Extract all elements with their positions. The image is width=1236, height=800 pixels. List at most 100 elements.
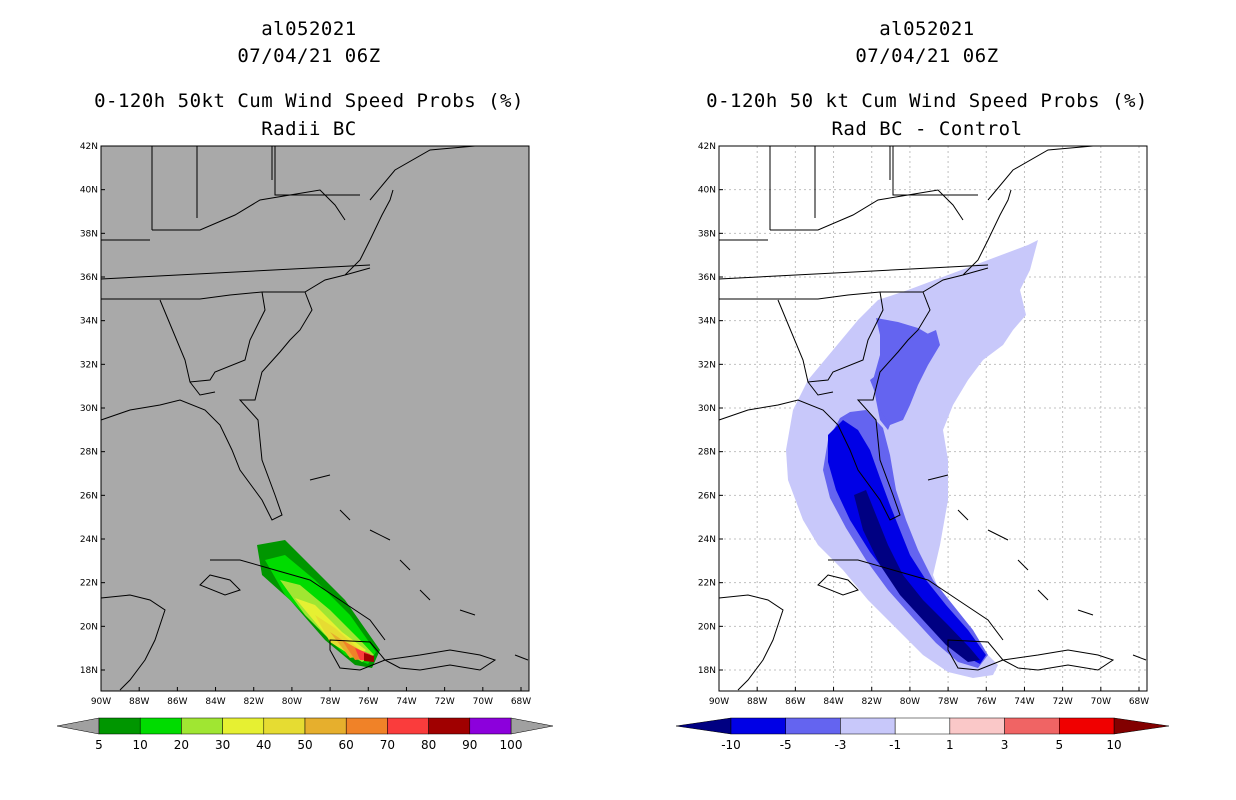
lon-label: 86W: [167, 697, 187, 707]
right-map: 42N 40N 38N 36N 34N 32N 30N 28N 26N 24N 22N 20N 18N 9…: [675, 142, 1170, 752]
lat-label: 36N: [698, 273, 716, 283]
colorbar-swatch: [345, 717, 388, 735]
lat-label: 20N: [698, 622, 716, 632]
colorbar-label: 3: [1001, 738, 1009, 752]
lon-label: 84W: [205, 697, 225, 707]
colorbar-label: 40: [256, 738, 271, 752]
lon-label: 74W: [1014, 697, 1034, 707]
colorbar-swatch: [469, 717, 512, 735]
colorbar-label: -3: [834, 738, 846, 752]
colorbar-label: 70: [380, 738, 395, 752]
lon-label: 68W: [511, 697, 531, 707]
lon-label: 80W: [282, 697, 302, 707]
lat-label: 24N: [698, 535, 716, 545]
colorbar-label: 60: [339, 738, 354, 752]
colorbar-swatch: [1004, 717, 1060, 735]
gridlines: [719, 146, 1147, 691]
lat-label: 26N: [698, 491, 716, 501]
lat-label: 40N: [698, 186, 716, 196]
lat-label: 22N: [80, 579, 98, 589]
colorbar-high-arrow: [1113, 717, 1170, 735]
colorbar-swatch: [181, 717, 223, 735]
lat-label: 38N: [698, 229, 716, 239]
lon-label: 86W: [785, 697, 805, 707]
lat-label: 42N: [80, 142, 98, 152]
datetime: 07/04/21 06Z: [855, 45, 999, 67]
right-panel: al052021 07/04/21 06Z 0-120h 50 kt Cum W…: [618, 0, 1236, 800]
map-frame: [718, 145, 1148, 692]
colorbar-swatch: [1059, 717, 1115, 735]
geographic-outlines: [100, 145, 529, 691]
lon-label: 68W: [1129, 697, 1149, 707]
lat-label: 22N: [698, 579, 716, 589]
lat-label: 30N: [80, 404, 98, 414]
lat-label: 42N: [698, 142, 716, 152]
colorbar-label: 100: [500, 738, 523, 752]
lat-label: 38N: [80, 229, 98, 239]
lat-label: 20N: [80, 622, 98, 632]
map-frame: [100, 145, 530, 692]
colorbar-label: 30: [215, 738, 230, 752]
datetime: 07/04/21 06Z: [237, 45, 381, 67]
lon-label: 70W: [1091, 697, 1111, 707]
lon-label: 90W: [709, 697, 729, 707]
plot-subtitle: Rad BC - Control: [831, 118, 1023, 140]
lat-label: 28N: [80, 448, 98, 458]
lat-label: 26N: [80, 491, 98, 501]
lat-label: 36N: [80, 273, 98, 283]
lon-label: 76W: [358, 697, 378, 707]
axis-labels: 42N 40N 38N 36N 34N 32N 30N 28N 26N 24N 22N 20N 18N 9…: [698, 142, 1149, 707]
colorbar-label: 50: [297, 738, 312, 752]
lon-label: 88W: [129, 697, 149, 707]
geographic-outlines: [718, 145, 1147, 691]
colorbar-swatch: [387, 717, 429, 735]
lon-label: 88W: [747, 697, 767, 707]
colorbar: 5 10 20 30 40 50 60 70 80 90 100: [56, 717, 554, 752]
colorbar-label: 10: [133, 738, 148, 752]
colorbar: -10 -5 -3 -1 1 3 5 10: [675, 717, 1170, 752]
lat-label: 24N: [80, 535, 98, 545]
colorbar-label: -1: [889, 738, 901, 752]
lon-label: 82W: [862, 697, 882, 707]
left-map: 42N 40N 38N 36N 34N 32N 30N 28N 26N 24N 22N 20N 18N 9…: [56, 142, 554, 752]
lon-label: 78W: [320, 697, 340, 707]
colorbar-label: 1: [946, 738, 954, 752]
left-panel: al052021 07/04/21 06Z 0-120h 50kt Cum Wi…: [56, 18, 554, 752]
plot-title: 0-120h 50 kt Cum Wind Speed Probs (%): [706, 90, 1148, 112]
lon-label: 72W: [434, 697, 454, 707]
lon-label: 72W: [1052, 697, 1072, 707]
lon-label: 78W: [938, 697, 958, 707]
colorbar-label: 5: [95, 738, 103, 752]
lat-label: 34N: [698, 317, 716, 327]
lon-label: 82W: [244, 697, 264, 707]
colorbar-swatch: [98, 717, 141, 735]
colorbar-swatch: [139, 717, 182, 735]
colorbar-label: 80: [421, 738, 436, 752]
colorbar-swatch: [949, 717, 1005, 735]
lon-label: 80W: [900, 697, 920, 707]
lon-label: 70W: [473, 697, 493, 707]
difference-field: [786, 240, 1038, 678]
lat-label: 30N: [698, 404, 716, 414]
lon-label: 90W: [91, 697, 111, 707]
colorbar-swatch: [428, 717, 471, 735]
lat-label: 40N: [80, 186, 98, 196]
storm-id: al052021: [879, 18, 975, 40]
colorbar-swatch: [730, 717, 786, 735]
lon-label: 76W: [976, 697, 996, 707]
colorbar-label: 90: [462, 738, 477, 752]
storm-id: al052021: [261, 18, 357, 40]
axis-labels: 42N 40N 38N 36N 34N 32N 30N 28N 26N 24N 22N 20N 18N 9…: [80, 142, 531, 707]
lat-label: 32N: [80, 360, 98, 370]
lon-label: 74W: [396, 697, 416, 707]
lat-label: 32N: [698, 360, 716, 370]
lat-label: 28N: [698, 448, 716, 458]
lat-label: 18N: [80, 666, 98, 676]
colorbar-label: -10: [721, 738, 741, 752]
colorbar-swatch: [222, 717, 265, 735]
lon-label: 84W: [823, 697, 843, 707]
colorbar-swatch: [785, 717, 841, 735]
colorbar-label: 10: [1106, 738, 1121, 752]
colorbar-swatch: [263, 717, 306, 735]
colorbar-label: -5: [780, 738, 792, 752]
